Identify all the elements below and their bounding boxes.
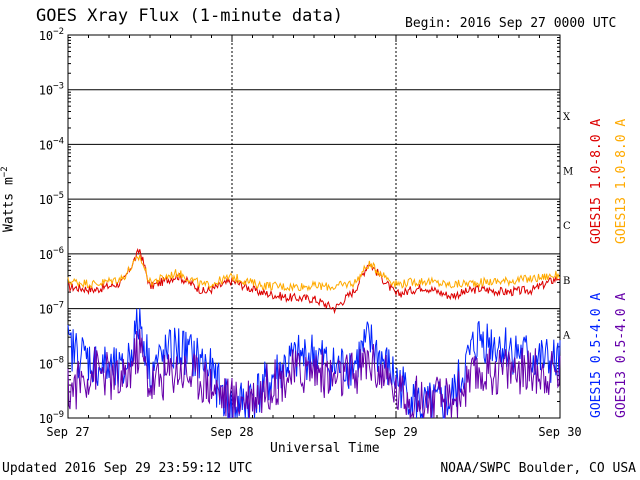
x-tick-label: Sep 29	[374, 425, 417, 439]
y-axis-label: Watts m−2	[0, 166, 16, 232]
flare-class-label: B	[563, 276, 570, 287]
series-line-goes13-1-0-8-0-a	[67, 254, 561, 292]
y-tick-label: 10−4	[39, 136, 64, 152]
y-tick-label: 10−7	[39, 301, 64, 317]
legend-goes15-long: GOES15 1.0-8.0 A	[589, 118, 604, 244]
x-tick-label: Sep 28	[210, 425, 253, 439]
flare-class-label: C	[563, 221, 571, 232]
y-tick-label: 10−5	[39, 191, 64, 207]
flare-class-label: X	[563, 112, 571, 123]
series-line-goes15-0-5-4-0-a	[67, 308, 561, 419]
chart-title: GOES Xray Flux (1-minute data)	[36, 6, 344, 26]
legend-goes13-long: GOES13 1.0-8.0 A	[614, 118, 629, 244]
y-tick-label: 10−3	[39, 82, 64, 98]
y-tick-label: 10−6	[39, 246, 64, 262]
x-axis-label: Universal Time	[270, 441, 380, 456]
series-line-goes13-0-5-4-0-a	[67, 329, 561, 420]
y-tick-label: 10−9	[39, 410, 64, 426]
credit-text: NOAA/SWPC Boulder, CO USA	[440, 461, 636, 476]
legend-goes15-short: GOES15 0.5-4.0 A	[589, 292, 604, 418]
flare-class-label: A	[562, 331, 571, 342]
x-tick-label: Sep 27	[46, 425, 89, 439]
y-tick-label: 10−8	[39, 355, 64, 371]
legend-goes13-short: GOES13 0.5-4.0 A	[614, 292, 629, 418]
y-axis-unit-exponent: −2	[0, 166, 10, 178]
series-line-goes15-1-0-8-0-a	[67, 247, 561, 315]
y-axis-unit: Watts m	[1, 177, 17, 232]
updated-timestamp: Updated 2016 Sep 29 23:59:12 UTC	[2, 461, 253, 476]
flare-class-label: M	[563, 167, 573, 178]
begin-timestamp: Begin: 2016 Sep 27 0000 UTC	[405, 16, 617, 31]
x-tick-label: Sep 30	[538, 425, 581, 439]
y-tick-label: 10−2	[39, 27, 64, 43]
